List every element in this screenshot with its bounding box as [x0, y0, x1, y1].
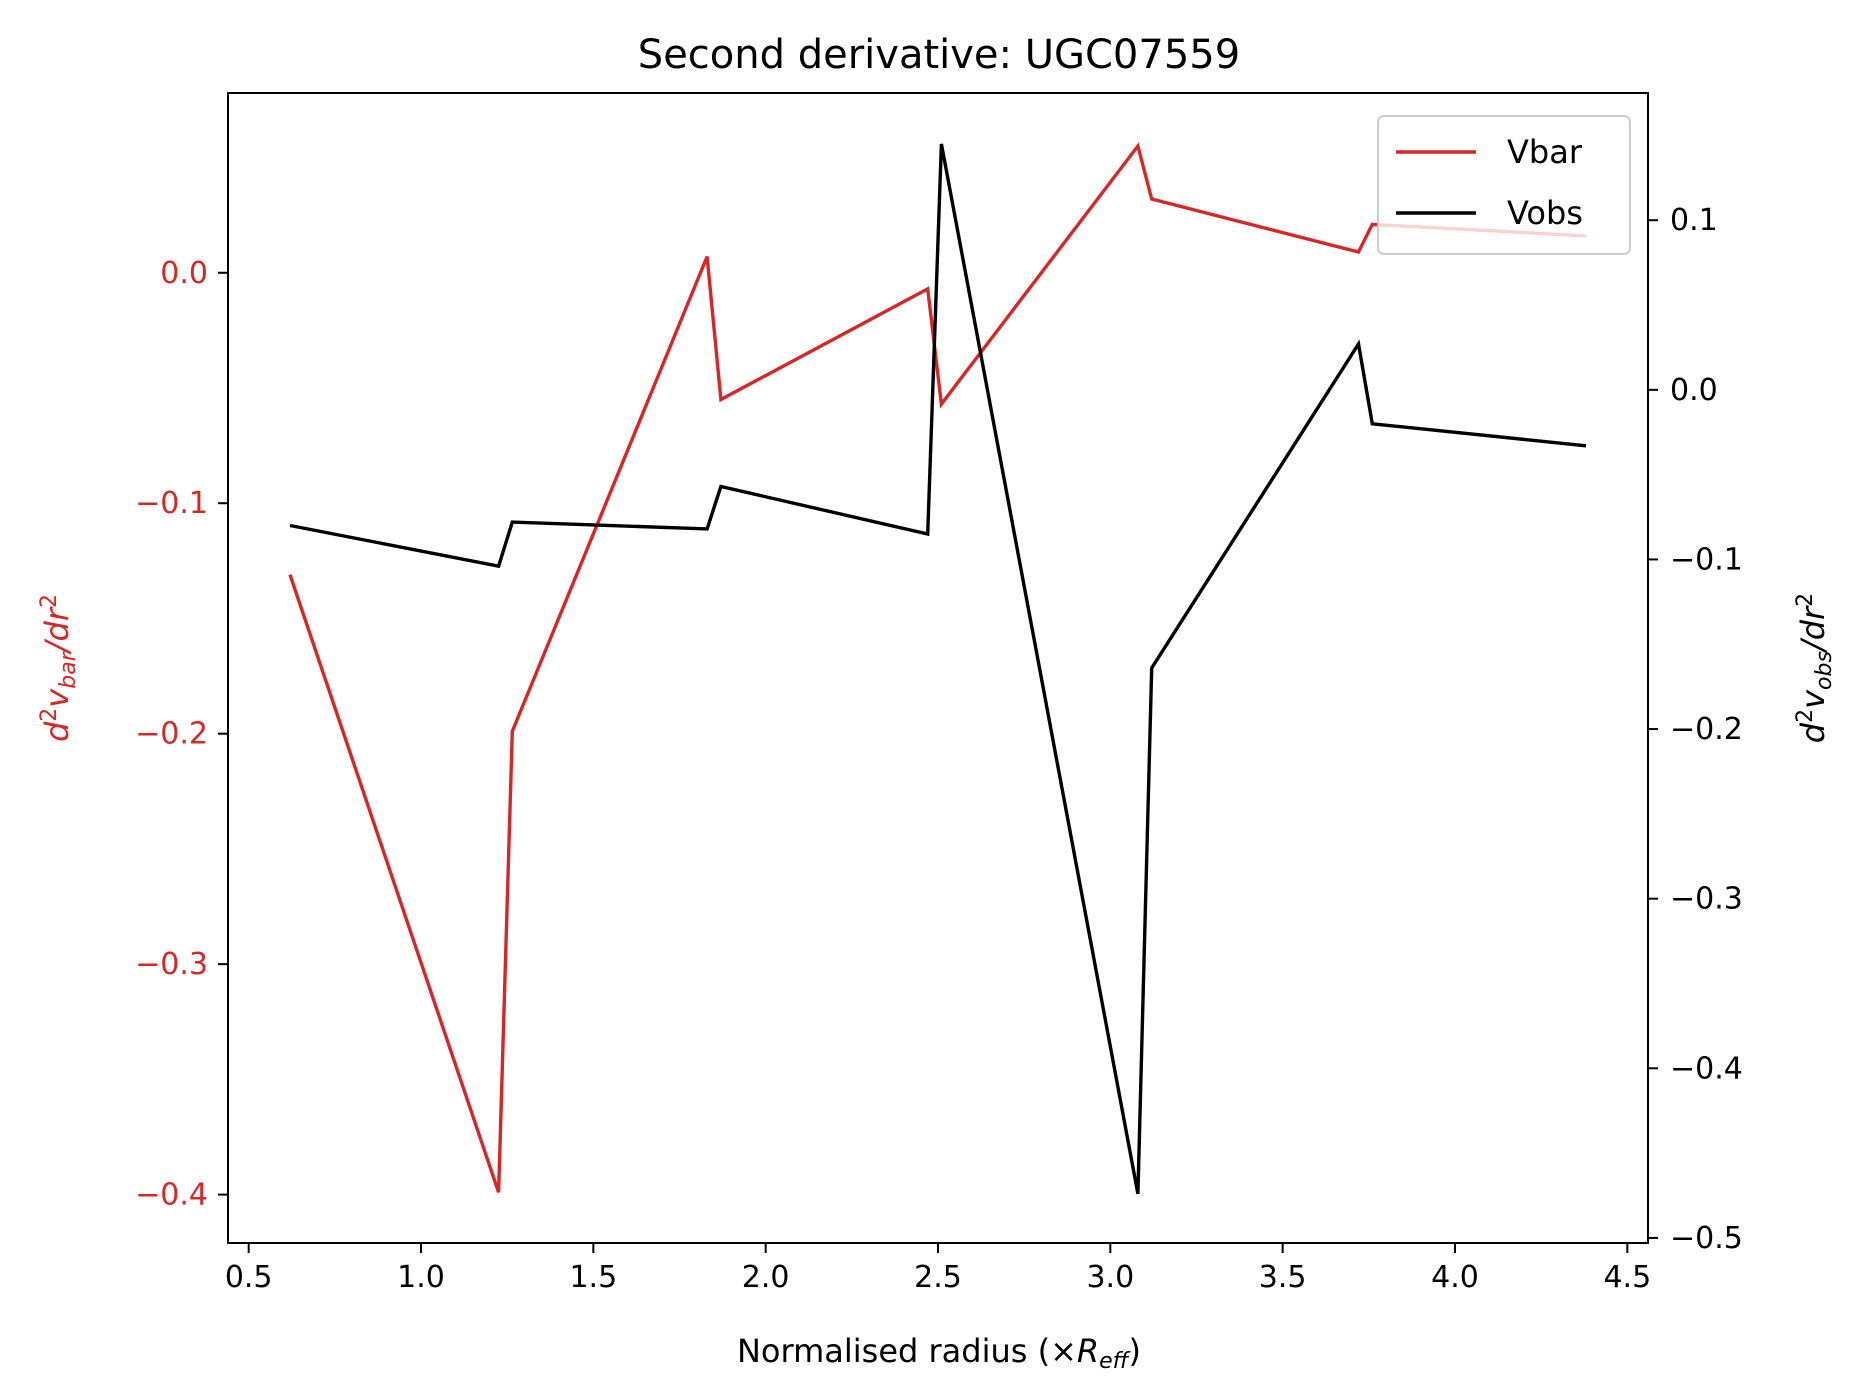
x-tick-label: 1.5: [569, 1260, 617, 1295]
right-y-tick-label: −0.3: [1670, 882, 1743, 917]
x-tick-label: 1.0: [397, 1260, 445, 1295]
right-y-tick-label: 0.1: [1670, 203, 1718, 238]
right-y-axis-label: d2vobs/dr2: [1793, 593, 1837, 743]
left-y-label-d: d: [38, 721, 76, 742]
right-y-label-d: d: [1794, 722, 1832, 743]
right-y-tick-label: −0.1: [1670, 542, 1743, 577]
x-tick-label: 0.5: [225, 1260, 273, 1295]
x-axis-ticks: 0.5 1.0 1.5 2.0 2.5 3.0 3.5 4.0 4.5: [225, 1243, 1651, 1295]
x-axis-label-close: ): [1129, 1332, 1141, 1370]
right-y-tick-label: 0.0: [1670, 373, 1718, 408]
right-y-axis-ticks: 0.1 0.0 −0.1 −0.2 −0.3 −0.4 −0.5: [1648, 203, 1743, 1256]
x-axis-label-symbol: R: [1077, 1332, 1099, 1370]
right-y-label-sub: obs: [1812, 651, 1837, 690]
left-y-label-sub: bar: [56, 650, 81, 688]
right-y-label-sup: 2: [1793, 709, 1818, 723]
legend: Vbar Vobs: [1377, 115, 1631, 255]
series-lines: [288, 142, 1587, 1195]
left-y-label-sup: 2: [37, 708, 62, 722]
left-y-axis-ticks: 0.0 −0.1 −0.2 −0.3 −0.4: [135, 256, 228, 1213]
right-y-label-v: v: [1794, 689, 1832, 709]
left-y-axis-label: d2vbar/dr2: [37, 594, 81, 742]
legend-label-vbar: Vbar: [1507, 133, 1583, 171]
x-axis-label: Normalised radius (×Reff): [737, 1332, 1141, 1374]
right-y-tick-label: −0.2: [1670, 712, 1743, 747]
chart-title: Second derivative: UGC07559: [638, 32, 1240, 78]
x-tick-label: 2.0: [742, 1260, 790, 1295]
vobs-line: [289, 143, 1587, 1195]
left-y-tick-label: −0.2: [135, 717, 208, 752]
x-tick-label: 2.5: [914, 1260, 962, 1295]
left-y-label-rest: /dr: [38, 606, 76, 655]
x-tick-label: 3.5: [1259, 1260, 1307, 1295]
x-tick-label: 4.5: [1603, 1260, 1651, 1295]
left-y-label-v: v: [38, 688, 76, 708]
right-y-label-sup2: 2: [1793, 593, 1818, 607]
legend-box: [1377, 115, 1631, 255]
right-y-label-rest: /dr: [1794, 605, 1832, 654]
right-y-tick-label: −0.5: [1670, 1221, 1743, 1256]
left-y-tick-label: −0.1: [135, 486, 208, 521]
x-tick-label: 3.0: [1086, 1260, 1134, 1295]
x-axis-label-main: Normalised radius (×: [737, 1332, 1077, 1370]
right-y-tick-label: −0.4: [1670, 1051, 1743, 1086]
left-y-tick-label: −0.3: [135, 947, 208, 982]
left-y-tick-label: 0.0: [160, 256, 208, 291]
legend-label-vobs: Vobs: [1507, 194, 1583, 232]
left-y-tick-label: −0.4: [135, 1178, 208, 1213]
left-y-label-sup2: 2: [37, 594, 62, 608]
x-axis-label-subscript: eff: [1099, 1349, 1131, 1374]
x-tick-label: 4.0: [1431, 1260, 1479, 1295]
